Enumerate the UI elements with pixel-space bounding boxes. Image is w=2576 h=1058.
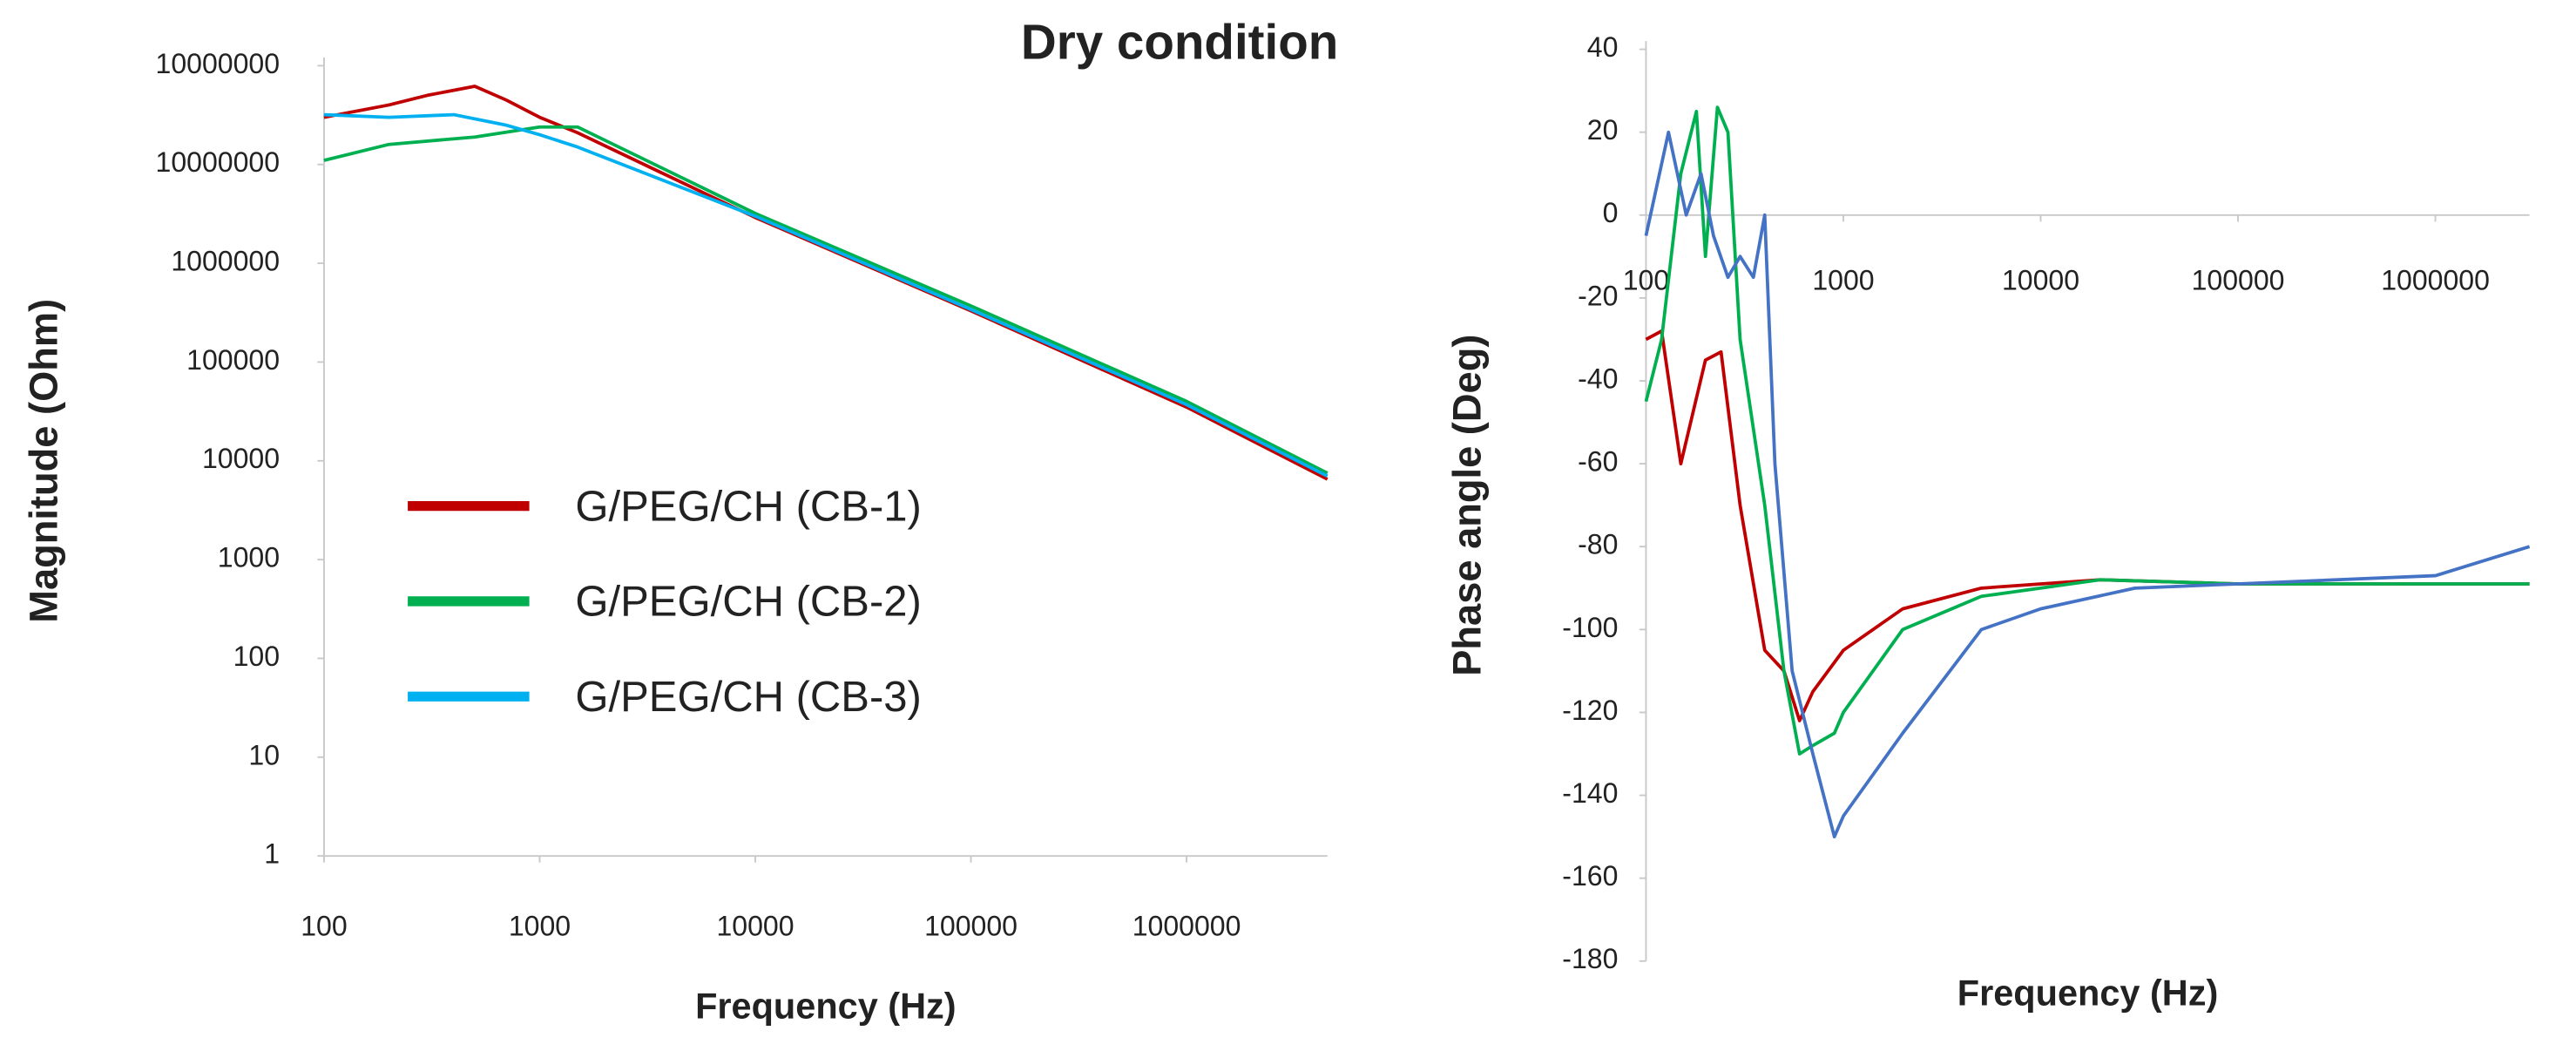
y-tick-label: 20 (1587, 114, 1619, 146)
x-axis-title: Frequency (Hz) (695, 985, 957, 1026)
series-line (323, 125, 1329, 475)
x-axis-title: Frequency (Hz) (1957, 972, 2219, 1013)
x-tick-label: 100 (301, 911, 347, 942)
y-tick-label: 1000000 (171, 246, 280, 277)
y-tick-label: 0 (1603, 197, 1619, 228)
y-tick-label: 10000000 (156, 146, 281, 178)
y-tick-label: 10000 (202, 443, 280, 474)
legend-label: G/PEG/CH (CB-3) (575, 674, 921, 721)
series-line (1644, 105, 2530, 756)
x-tick-label: 100000 (924, 911, 1018, 942)
series-line (323, 112, 1329, 478)
y-tick-label: 10000000 (156, 48, 281, 79)
x-tick-label: 10000 (716, 911, 794, 942)
y-tick-label: -20 (1578, 280, 1618, 311)
y-tick-label: -80 (1578, 529, 1618, 560)
series-line (1644, 130, 2531, 838)
x-tick-label: 10000 (2002, 265, 2079, 296)
y-axis-title: Magnitude (Ohm) (21, 299, 65, 623)
x-tick-label: 1000000 (2381, 265, 2490, 296)
y-tick-label: 100000 (186, 344, 280, 376)
x-tick-label: 1000 (509, 911, 571, 942)
y-tick-label: -100 (1562, 612, 1618, 643)
x-tick-label: 1000 (1812, 265, 1874, 296)
y-tick-label: -40 (1578, 363, 1618, 394)
y-tick-label: -140 (1562, 777, 1618, 809)
y-tick-label: 1000 (218, 542, 280, 573)
y-tick-label: 10 (248, 739, 280, 770)
y-tick-label: -180 (1562, 943, 1618, 974)
series-line (323, 85, 1329, 481)
y-tick-label: 1 (264, 838, 280, 870)
y-axis-title: Phase angle (Deg) (1445, 335, 1490, 676)
legend-label: G/PEG/CH (CB-2) (575, 579, 921, 626)
y-tick-label: 100 (233, 641, 280, 672)
chart-title: Dry condition (1021, 15, 1338, 70)
y-tick-label: -160 (1562, 860, 1618, 892)
x-tick-label: 100000 (2192, 265, 2285, 296)
x-tick-label: 100 (1623, 265, 1669, 296)
y-tick-label: -60 (1578, 446, 1618, 478)
y-tick-label: 40 (1587, 31, 1619, 63)
legend-label: G/PEG/CH (CB-1) (575, 483, 921, 530)
x-tick-label: 1000000 (1132, 911, 1241, 942)
y-tick-label: -120 (1562, 695, 1618, 726)
